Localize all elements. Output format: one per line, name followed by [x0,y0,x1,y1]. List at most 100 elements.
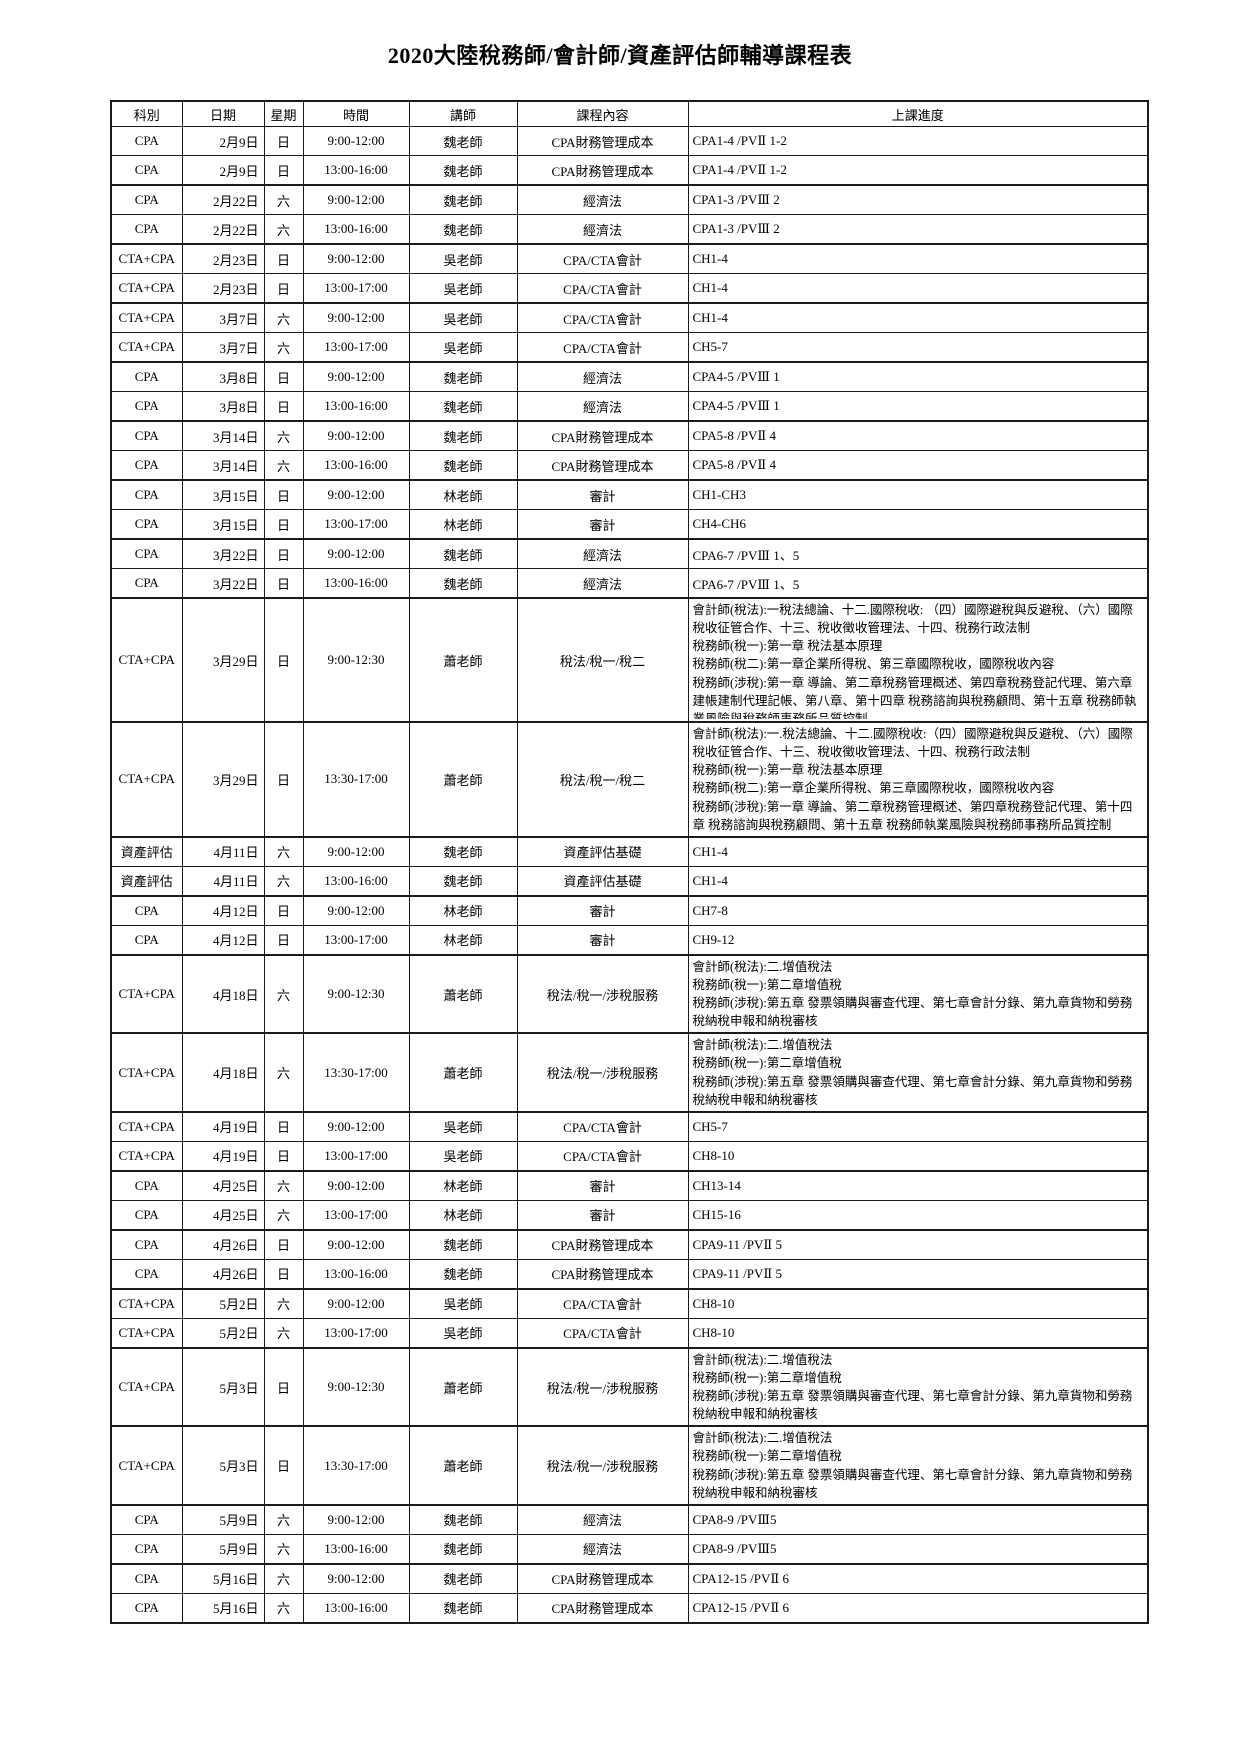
cell-time: 13:00-17:00 [302,509,410,540]
cell-time: 13:30-17:00 [302,721,410,838]
cell-course: 稅法/稅一/稅二 [516,597,689,723]
cell-course: 稅法/稅一/涉稅服務 [516,1032,689,1113]
cell-progress: CPA6-7 /PVⅢ 1、5 [687,538,1149,569]
cell-teacher: 吳老師 [408,1110,518,1142]
cell-time: 9:00-12:00 [302,302,410,333]
cell-weekday: 日 [263,243,304,274]
column-header: 時間 [302,100,410,127]
cell-weekday: 六 [263,1317,304,1349]
progress-text: CH5-7 [692,1118,728,1134]
cell-weekday: 日 [263,1110,304,1142]
cell-subject: CTA+CPA [110,1110,183,1142]
cell-subject: CTA+CPA [110,302,183,333]
cell-weekday: 六 [263,1562,304,1594]
cell-weekday: 六 [263,865,304,897]
cell-course: CPA/CTA會計 [516,332,689,363]
cell-course: 審計 [516,509,689,540]
progress-text: CPA12-15 /PVⅡ 6 [692,1570,790,1586]
cell-time: 9:00-12:00 [302,1287,410,1319]
cell-teacher: 魏老師 [408,361,518,392]
cell-subject: CPA [110,155,183,186]
cell-progress: 會計師(稅法):二.增值稅法 稅務師(稅一):第二章增值稅 稅務師(涉稅):第五… [687,953,1149,1035]
cell-progress: 會計師(稅法):一稅法總論、十二.國際稅收: （四）國際避稅與反避稅、（六）國際… [687,597,1149,723]
cell-progress: CH15-16 [687,1199,1149,1231]
cell-course: 經濟法 [516,1503,689,1535]
cell-progress: CPA5-8 /PVⅡ 4 [687,420,1149,451]
cell-progress: CPA1-3 /PVⅢ 2 [687,184,1149,215]
cell-teacher: 魏老師 [408,1533,518,1565]
cell-weekday: 六 [263,1503,304,1535]
table-row: CPA 4月25日 六 9:00-12:00 林老師 審計 CH13-14 [110,1169,1149,1201]
cell-time: 9:00-12:00 [302,361,410,392]
cell-course: 經濟法 [516,568,689,599]
cell-subject: 資產評估 [110,835,183,867]
cell-progress: CH4-CH6 [687,509,1149,540]
cell-date: 5月16日 [181,1562,265,1594]
cell-date: 4月11日 [181,865,265,897]
progress-text: CH4-CH6 [692,516,746,531]
cell-weekday: 六 [263,332,304,363]
table-row: CTA+CPA 5月2日 六 9:00-12:00 吳老師 CPA/CTA會計 … [110,1287,1149,1319]
cell-time: 9:00-12:00 [302,184,410,215]
table-row: CTA+CPA 5月2日 六 13:00-17:00 吳老師 CPA/CTA會計… [110,1317,1149,1349]
cell-weekday: 日 [263,391,304,422]
cell-progress: 會計師(稅法):二.增值稅法 稅務師(稅一):第二章增值稅 稅務師(涉稅):第五… [687,1425,1149,1506]
cell-course: 稅法/稅一/稅二 [516,721,689,838]
table-row: CPA 4月12日 日 13:00-17:00 林老師 審計 CH9-12 [110,924,1149,956]
table-row: CPA 5月16日 六 13:00-16:00 魏老師 CPA財務管理成本 CP… [110,1592,1149,1624]
cell-progress: CPA12-15 /PVⅡ 6 [687,1592,1149,1624]
progress-text: CPA5-8 /PVⅡ 4 [692,457,777,472]
cell-date: 3月15日 [181,479,265,510]
cell-teacher: 蕭老師 [408,721,518,838]
cell-teacher: 蕭老師 [408,1346,518,1428]
cell-teacher: 吳老師 [408,273,518,304]
cell-course: CPA/CTA會計 [516,1317,689,1349]
cell-subject: CTA+CPA [110,243,183,274]
cell-date: 4月12日 [181,924,265,956]
cell-course: CPA/CTA會計 [516,1140,689,1172]
cell-course: CPA財務管理成本 [516,1592,689,1624]
cell-progress: CH1-4 [687,302,1149,333]
cell-weekday: 日 [263,721,304,838]
cell-teacher: 魏老師 [408,155,518,186]
cell-weekday: 日 [263,155,304,186]
cell-progress: CH1-4 [687,243,1149,274]
cell-course: 資產評估基礎 [516,865,689,897]
table-row: 資產評估 4月11日 六 13:00-16:00 魏老師 資產評估基礎 CH1-… [110,865,1149,897]
cell-progress: 會計師(稅法):二.增值稅法 稅務師(稅一):第二章增值稅 稅務師(涉稅):第五… [687,1346,1149,1428]
cell-teacher: 魏老師 [408,538,518,569]
cell-course: 資產評估基礎 [516,835,689,867]
cell-date: 5月9日 [181,1533,265,1565]
progress-text: CH8-10 [692,1324,735,1340]
cell-date: 2月9日 [181,155,265,186]
cell-course: 審計 [516,1169,689,1201]
page-title: 2020大陸稅務師/會計師/資產評估師輔導課程表 [387,43,853,68]
column-header: 上課進度 [687,100,1149,127]
cell-subject: 資產評估 [110,865,183,897]
cell-course: CPA/CTA會計 [516,243,689,274]
progress-text: CPA4-5 /PVⅢ 1 [692,398,780,413]
column-header: 講師 [408,100,518,127]
table-row: CPA 2月9日 日 13:00-16:00 魏老師 CPA財務管理成本 CPA… [110,155,1149,186]
cell-date: 4月18日 [181,1032,265,1113]
cell-time: 9:00-12:30 [302,953,410,1035]
cell-teacher: 魏老師 [408,568,518,599]
cell-weekday: 六 [263,1169,304,1201]
cell-progress: CH1-4 [687,273,1149,304]
progress-text: CH7-8 [692,902,728,918]
progress-text: 會計師(稅法):一.稅法總論、十二.國際稅收:（四）國際避稅與反避稅、（六）國際… [692,727,1133,832]
cell-progress: CPA6-7 /PVⅢ 1、5 [687,568,1149,599]
cell-weekday: 日 [263,1425,304,1506]
table-row: CPA 5月16日 六 9:00-12:00 魏老師 CPA財務管理成本 CPA… [110,1562,1149,1594]
cell-date: 3月14日 [181,420,265,451]
cell-progress: CPA4-5 /PVⅢ 1 [687,361,1149,392]
progress-text: CH1-4 [692,872,728,888]
cell-time: 13:00-16:00 [302,1592,410,1624]
cell-time: 9:00-12:00 [302,126,410,156]
cell-course: CPA財務管理成本 [516,1562,689,1594]
cell-teacher: 魏老師 [408,420,518,451]
table-row: CTA+CPA 3月29日 日 13:30-17:00 蕭老師 稅法/稅一/稅二… [110,721,1149,838]
cell-progress: 會計師(稅法):二.增值稅法 稅務師(稅一):第二章增值稅 稅務師(涉稅):第五… [687,1032,1149,1113]
cell-time: 9:00-12:00 [302,1503,410,1535]
table-row: CTA+CPA 5月3日 日 13:30-17:00 蕭老師 稅法/稅一/涉稅服… [110,1425,1149,1506]
